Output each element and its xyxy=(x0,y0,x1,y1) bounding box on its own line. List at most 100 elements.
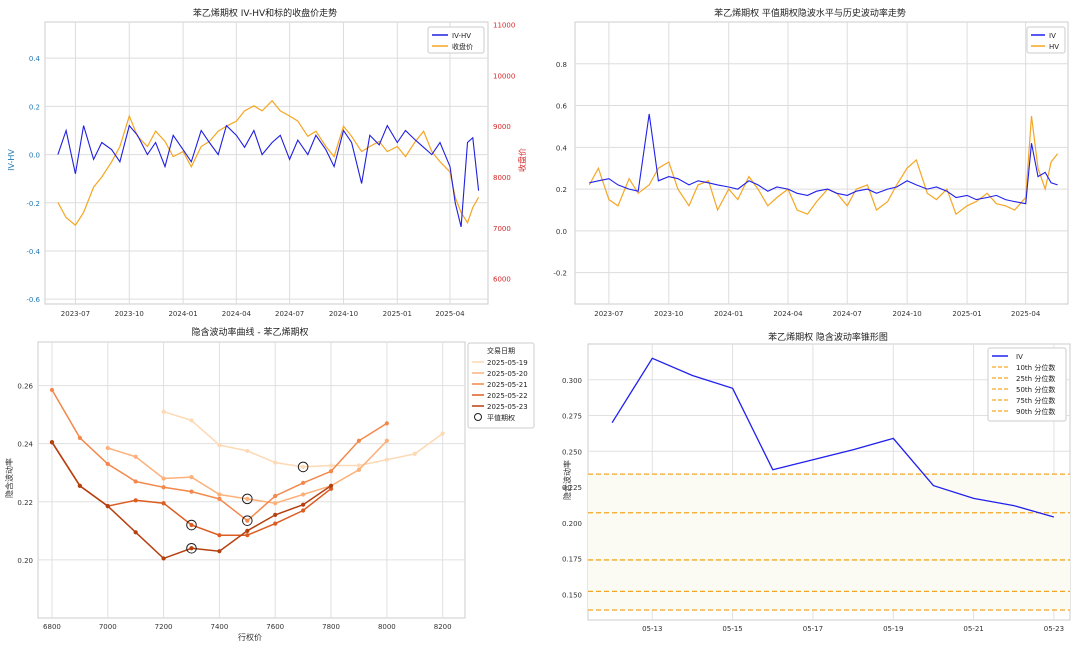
y-tick-label: 0.175 xyxy=(562,556,582,564)
chart-title: 苯乙烯期权 IV-HV和标的收盘价走势 xyxy=(193,7,337,19)
y-tick-label: 0.8 xyxy=(556,61,567,69)
data-point xyxy=(356,467,362,472)
y-tick-label-left: -0.4 xyxy=(26,248,40,256)
data-point xyxy=(328,486,334,491)
x-tick-label: 7400 xyxy=(210,623,228,631)
legend-label: 2025-05-23 xyxy=(487,403,528,411)
y-tick-label-right: 10000 xyxy=(493,72,515,80)
x-tick-label: 05-21 xyxy=(963,625,983,633)
x-tick-label: 2023-07 xyxy=(61,310,90,318)
x-tick-label: 05-13 xyxy=(642,625,662,633)
x-tick-label: 7200 xyxy=(155,623,173,631)
data-point xyxy=(133,454,138,459)
chart-title: 苯乙烯期权 隐含波动率锥形图 xyxy=(768,331,888,343)
chart-iv-cone: 苯乙烯期权 隐含波动率锥形图 隐含波动率 05-13 05-15 05-17 05-1… xyxy=(562,331,1071,633)
x-tick-label: 2024-01 xyxy=(168,310,197,318)
data-point xyxy=(440,431,445,436)
chart-title: 苯乙烯期权 平值期权隐波水平与历史波动率走势 xyxy=(714,7,906,19)
legend-label: 2025-05-20 xyxy=(487,370,528,378)
y-tick-label: 0.150 xyxy=(562,591,582,599)
y-tick-label-right: 7000 xyxy=(493,225,511,233)
plot-frame xyxy=(37,341,466,619)
x-tick-label: 05-15 xyxy=(722,625,742,633)
legend-box xyxy=(467,342,535,429)
data-point xyxy=(161,556,166,561)
x-tick-label: 8000 xyxy=(378,623,396,631)
data-point xyxy=(245,533,250,538)
data-point xyxy=(77,435,82,440)
legend-label-quantile: 75th 分位数 xyxy=(1016,396,1055,405)
y-axis-label-left: IV-HV xyxy=(7,149,16,171)
y-tick-label-left: -0.2 xyxy=(26,200,40,208)
data-point xyxy=(273,512,278,517)
x-tick-label: 7800 xyxy=(322,623,340,631)
data-point xyxy=(356,438,362,443)
x-tick-label: 2024-10 xyxy=(329,310,358,318)
data-point xyxy=(301,464,306,470)
y-tick-label: 0.275 xyxy=(562,413,582,421)
data-point xyxy=(245,496,250,501)
legend-label-iv: IV xyxy=(1016,353,1023,361)
atm-marker xyxy=(186,542,197,554)
data-point xyxy=(133,498,138,503)
data-point xyxy=(161,485,166,490)
y-tick-label: 0.200 xyxy=(562,520,582,528)
series-line-iv xyxy=(589,113,1058,205)
chart-iv-smile: 隐含波动率曲线 - 苯乙烯期权 行权价 隐含波动率 6800 7000 7200 74… xyxy=(4,326,535,642)
y-tick-label: 0.250 xyxy=(562,448,582,456)
data-point xyxy=(105,445,110,451)
data-point xyxy=(189,522,194,528)
data-point xyxy=(245,528,250,533)
data-point xyxy=(217,533,222,538)
y-tick-label: 0.24 xyxy=(17,441,33,449)
data-point xyxy=(301,502,306,507)
y-tick-label: 0.22 xyxy=(17,499,33,507)
series-line-close xyxy=(57,99,480,227)
legend-label-atm: 平值期权 xyxy=(487,413,515,422)
y-tick-label: 0.225 xyxy=(562,484,582,492)
y-tick-label: 0.0 xyxy=(556,228,567,236)
y-axis-label: 隐含波动率 xyxy=(562,460,572,500)
x-tick-label: 05-23 xyxy=(1044,625,1064,633)
legend-box xyxy=(987,347,1067,422)
y-tick-label-left: 0.4 xyxy=(29,55,41,63)
chart-atm-iv-hv: 苯乙烯期权 平值期权隐波水平与历史波动率走势 2023-07 2023-10 202… xyxy=(553,7,1069,318)
x-tick-label: 2025-04 xyxy=(435,310,465,318)
y-axis-label-right: 收盘价 xyxy=(517,148,527,172)
x-tick-label: 2025-01 xyxy=(383,310,412,318)
chart-iv-hv-close: 苯乙烯期权 IV-HV和标的收盘价走势 IV-HV 收盘价 2023-07 202… xyxy=(7,7,527,318)
data-point xyxy=(161,476,166,481)
y-tick-label-left: -0.6 xyxy=(26,296,40,304)
data-point xyxy=(273,493,278,499)
data-point xyxy=(245,518,250,523)
data-point xyxy=(273,521,278,526)
chart-title: 隐含波动率曲线 - 苯乙烯期权 xyxy=(192,326,309,338)
x-tick-label: 2024-04 xyxy=(222,310,252,318)
legend-label-quantile: 90th 分位数 xyxy=(1016,407,1055,416)
plot-frame xyxy=(574,21,1069,305)
data-point xyxy=(105,461,110,467)
data-point xyxy=(301,508,306,513)
y-tick-label: 0.300 xyxy=(562,377,582,385)
y-tick-label: 0.26 xyxy=(17,383,33,391)
legend-label-quantile: 10th 分位数 xyxy=(1016,363,1055,372)
x-axis-label: 行权价 xyxy=(238,632,262,642)
data-point xyxy=(189,474,194,480)
x-tick-label: 05-17 xyxy=(803,625,823,633)
legend-label-quantile: 50th 分位数 xyxy=(1016,385,1055,394)
y-tick-label: 0.4 xyxy=(556,144,568,152)
x-tick-label: 2025-01 xyxy=(952,310,981,318)
data-point xyxy=(328,469,334,474)
y-tick-label-left: 0.2 xyxy=(29,103,40,111)
x-tick-label: 2024-01 xyxy=(714,310,743,318)
data-point xyxy=(273,460,278,465)
x-tick-label: 8200 xyxy=(434,623,452,631)
data-point xyxy=(328,483,334,488)
data-point xyxy=(217,549,222,554)
data-point xyxy=(301,492,306,497)
data-point xyxy=(273,501,278,506)
legend-title: 交易日期 xyxy=(487,346,515,355)
legend-label: 2025-05-22 xyxy=(487,392,528,400)
data-point xyxy=(105,504,110,509)
